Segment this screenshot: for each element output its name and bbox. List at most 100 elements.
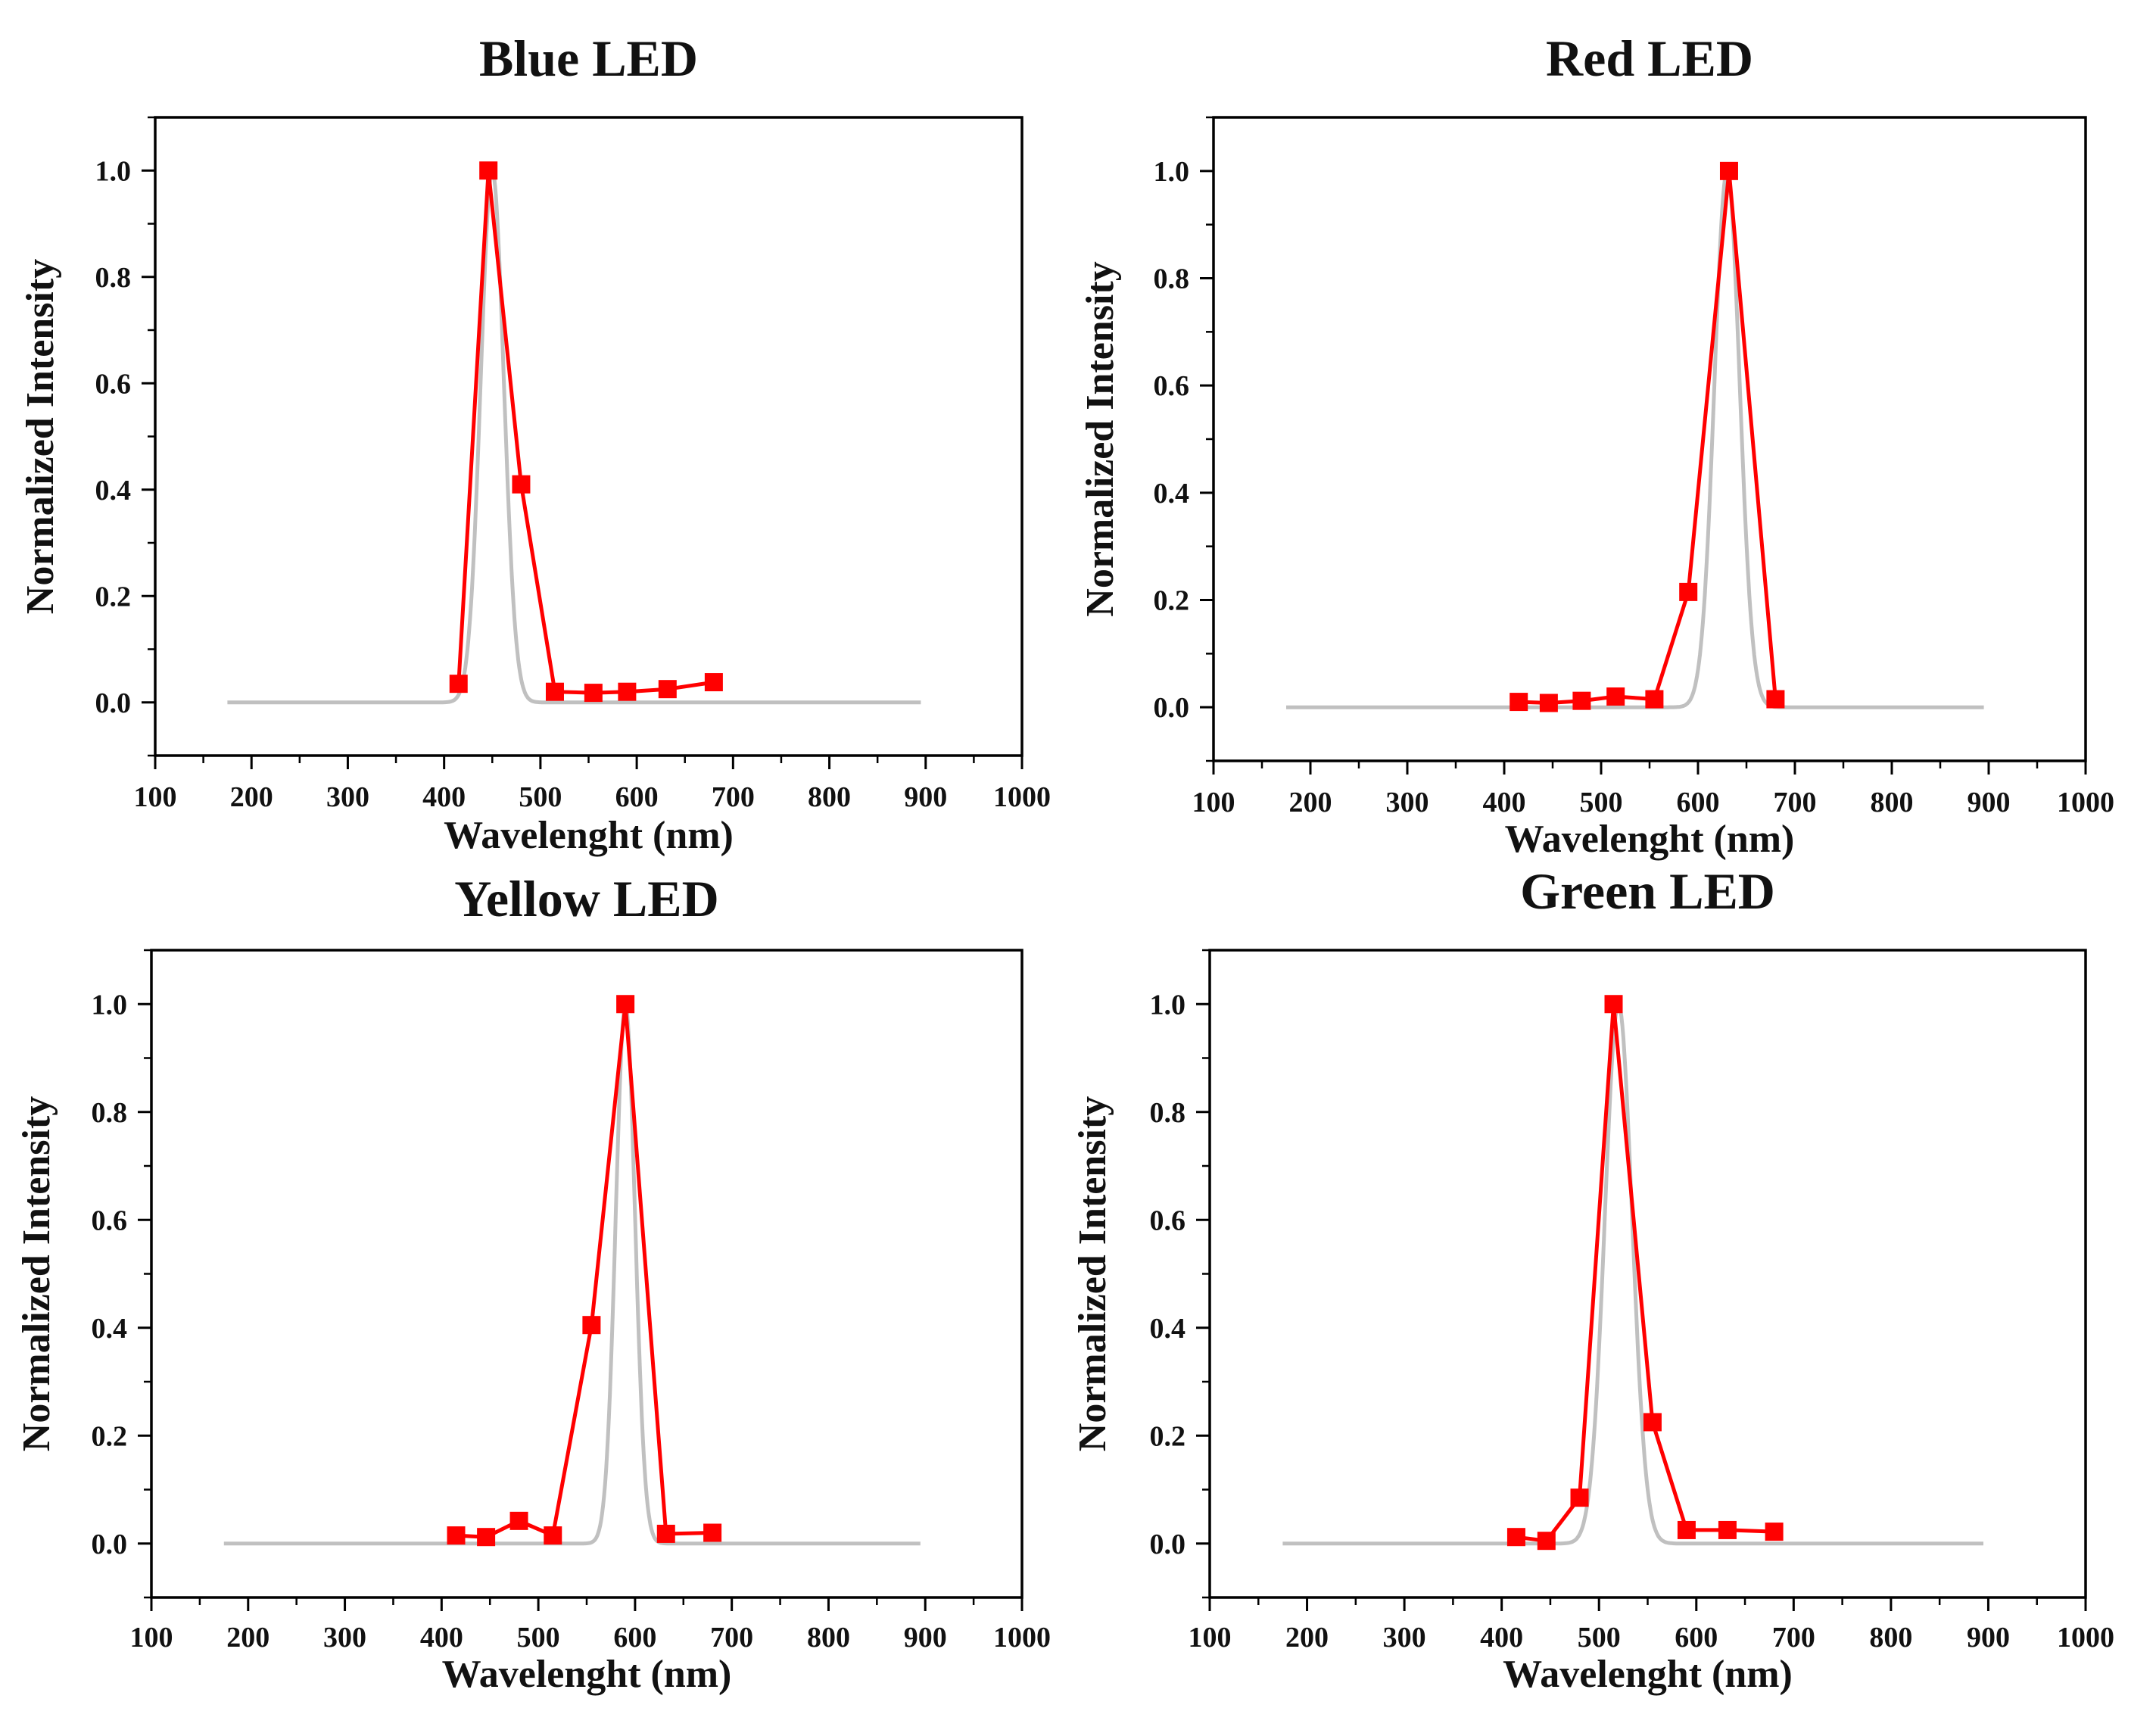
x-tick-label: 100 (134, 781, 177, 813)
measured-point-marker (544, 1526, 562, 1545)
y-tick-label: 0.0 (92, 1529, 128, 1560)
chart-panel-1: Blue LED 100 200 300 400 500 600 700 800 900 1000 0… (19, 30, 1051, 857)
x-tick-label: 700 (1772, 1622, 1815, 1654)
y-tick-label: 0.6 (95, 368, 132, 400)
measured-point-marker (1604, 995, 1623, 1014)
chart-panel-2: Red LED 100 200 300 400 500 600 700 800 900 1000 0.… (1079, 30, 2114, 861)
y-tick-label: 0.0 (95, 687, 132, 719)
y-axis-label: Normalized Intensity (1079, 261, 1122, 616)
x-tick-label: 900 (904, 781, 947, 813)
x-axis-label: Wavelenght (nm) (444, 814, 734, 857)
y-axis-label: Normalized Intensity (19, 259, 62, 614)
y-tick-label: 0.6 (92, 1205, 128, 1236)
y-tick-label: 0.8 (92, 1097, 128, 1129)
measured-point-marker (1679, 582, 1698, 601)
x-tick-label: 400 (1483, 787, 1526, 818)
measured-point-marker (1606, 687, 1625, 706)
x-tick-label: 400 (420, 1622, 463, 1654)
x-axis-label: Wavelenght (nm) (442, 1653, 732, 1696)
x-tick-label: 1000 (993, 1622, 1051, 1654)
plot-frame (154, 116, 1023, 757)
y-tick-label: 0.2 (92, 1420, 128, 1452)
measured-point-marker (1510, 693, 1528, 712)
y-tick-label: 1.0 (1150, 989, 1186, 1021)
chart-panel-4: Green LED 100 200 300 400 500 600 700 800 900 1000… (1071, 862, 2114, 1696)
x-tick-label: 100 (1192, 787, 1235, 818)
x-tick-label: 600 (615, 781, 659, 813)
measured-point-marker (1718, 1520, 1737, 1539)
measured-point-marker (1677, 1520, 1696, 1539)
x-tick-label: 700 (1774, 787, 1817, 818)
x-tick-label: 1000 (993, 781, 1051, 813)
y-tick-label: 0.6 (1150, 1205, 1186, 1236)
measured-point-marker (582, 1316, 601, 1335)
y-axis-label: Normalized Intensity (1071, 1096, 1114, 1451)
measured-point-marker (618, 682, 637, 701)
y-tick-label: 0.8 (95, 262, 132, 294)
measured-series-line (456, 170, 715, 695)
x-tick-label: 900 (1968, 787, 2011, 818)
y-tick-label: 0.0 (1150, 1529, 1186, 1560)
measured-point-marker (1570, 1488, 1589, 1507)
reference-spectrum-line (1286, 167, 1984, 709)
y-tick-label: 0.8 (1150, 1097, 1186, 1129)
x-tick-label: 800 (808, 781, 851, 813)
measured-point-marker (1643, 1413, 1662, 1432)
x-tick-label: 500 (517, 1622, 560, 1654)
x-tick-label: 200 (1285, 1622, 1329, 1654)
y-tick-label: 0.2 (1150, 1420, 1186, 1452)
x-tick-label: 600 (1677, 787, 1720, 818)
x-tick-label: 500 (519, 781, 562, 813)
measured-point-marker (545, 682, 564, 701)
x-tick-label: 900 (1967, 1622, 2010, 1654)
x-tick-label: 400 (422, 781, 466, 813)
reference-spectrum-line (1282, 1001, 1983, 1546)
x-tick-label: 100 (1189, 1622, 1232, 1654)
x-tick-label: 800 (1869, 1622, 1912, 1654)
y-tick-label: 0.2 (95, 581, 132, 612)
measured-point-marker (1506, 1528, 1525, 1547)
y-tick-label: 0.4 (1150, 1313, 1186, 1345)
x-tick-label: 800 (807, 1622, 850, 1654)
x-axis-label: Wavelenght (nm) (1503, 1653, 1793, 1696)
chart-title: Yellow LED (454, 870, 718, 927)
plot-frame (150, 949, 1023, 1599)
measured-point-marker (1765, 1523, 1784, 1541)
measured-point-marker (616, 995, 635, 1014)
measured-point-marker (449, 675, 468, 694)
x-tick-label: 200 (1289, 787, 1332, 818)
y-tick-label: 0.4 (95, 475, 132, 506)
x-tick-label: 700 (710, 1622, 753, 1654)
y-tick-label: 0.0 (1154, 692, 1190, 724)
chart-title: Green LED (1520, 862, 1775, 920)
x-tick-label: 600 (1675, 1622, 1718, 1654)
chart-title: Blue LED (479, 30, 698, 87)
chart-title: Red LED (1546, 30, 1753, 87)
measured-point-marker (477, 1528, 496, 1547)
reference-spectrum-line (223, 999, 921, 1546)
y-tick-label: 1.0 (92, 989, 128, 1021)
x-tick-label: 600 (613, 1622, 656, 1654)
x-tick-label: 900 (904, 1622, 947, 1654)
measured-point-marker (1572, 691, 1591, 710)
measured-point-marker (656, 1524, 675, 1543)
measured-point-marker (447, 1526, 466, 1545)
measured-point-marker (1645, 690, 1664, 709)
measured-point-marker (1719, 161, 1738, 180)
reference-spectrum-line (227, 166, 921, 705)
x-axis-label: Wavelenght (nm) (1505, 818, 1795, 861)
measured-point-marker (584, 684, 603, 703)
measured-point-marker (1537, 1532, 1556, 1551)
y-tick-label: 1.0 (95, 155, 132, 187)
y-tick-label: 0.2 (1154, 585, 1190, 617)
y-axis-label: Normalized Intensity (15, 1096, 58, 1451)
x-tick-label: 500 (1578, 1622, 1621, 1654)
x-tick-label: 1000 (2057, 787, 2114, 818)
x-tick-label: 300 (326, 781, 369, 813)
x-tick-label: 100 (130, 1622, 173, 1654)
x-tick-label: 300 (323, 1622, 366, 1654)
x-tick-label: 200 (226, 1622, 270, 1654)
chart-panel-3: Yellow LED 100 200 300 400 500 600 700 800 900 100… (15, 870, 1051, 1696)
